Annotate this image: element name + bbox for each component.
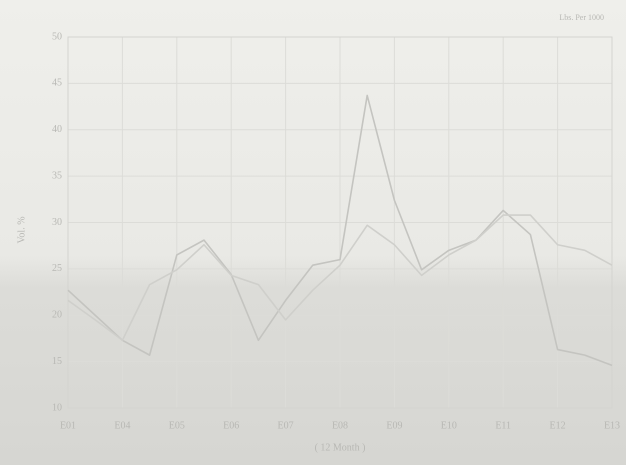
series-line <box>67 94 613 367</box>
x-tick-label: E09 <box>386 420 402 431</box>
x-tick-label: E01 <box>60 420 76 431</box>
x-tick-label: E11 <box>495 420 511 431</box>
x-tick-label: E10 <box>441 420 457 431</box>
x-tick-label: E12 <box>550 420 566 431</box>
y-tick-label: 50 <box>52 31 62 42</box>
x-tick-label: E08 <box>332 420 348 431</box>
y-tick-label: 30 <box>52 217 62 228</box>
y-tick-label: 20 <box>52 310 62 321</box>
y-tick-label: 10 <box>52 402 62 413</box>
x-axis-label: ( 12 Month ) <box>315 442 366 453</box>
y-tick-label: 45 <box>52 78 62 89</box>
y-tick-label: 35 <box>52 170 62 181</box>
series-line <box>67 214 613 342</box>
x-tick-label: E07 <box>278 420 294 431</box>
note: Lbs. Per 1000 <box>559 13 604 22</box>
y-axis-label: Vol. % <box>16 216 27 243</box>
plot-frame <box>67 36 613 409</box>
x-tick-label: E04 <box>114 420 130 431</box>
y-tick-label: 40 <box>52 124 62 135</box>
x-tick-label: E05 <box>169 420 185 431</box>
y-tick-label: 25 <box>52 263 62 274</box>
x-tick-label: E06 <box>223 420 239 431</box>
y-tick-label: 15 <box>52 356 62 367</box>
x-tick-label: E13 <box>604 420 620 431</box>
